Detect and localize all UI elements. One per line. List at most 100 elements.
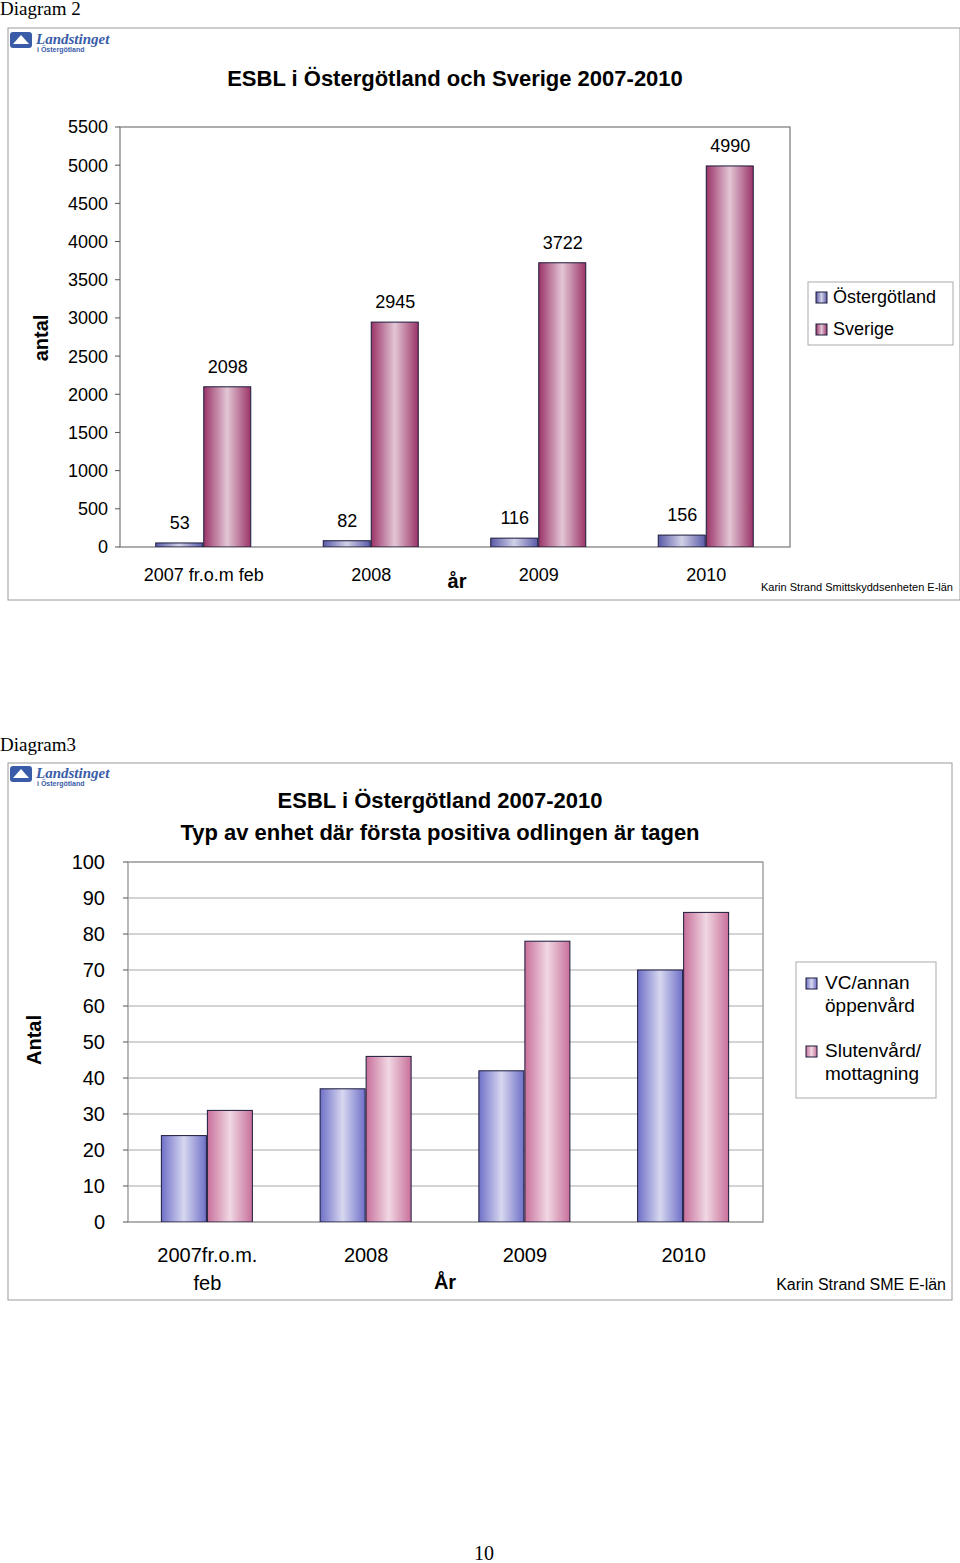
tick-mark xyxy=(123,862,128,863)
bar xyxy=(371,322,418,547)
title: ESBL i Östergötland och Sverige 2007-201… xyxy=(227,66,683,91)
tick-mark xyxy=(115,241,120,242)
source-note: Karin Strand SME E-län xyxy=(776,1276,946,1293)
text-line: 2009 xyxy=(519,565,559,585)
tick-mark xyxy=(123,1078,128,1079)
legend-box xyxy=(808,282,953,345)
bar xyxy=(638,970,683,1222)
y-tick-label: 20 xyxy=(83,1139,105,1161)
y-tick-label: 40 xyxy=(83,1067,105,1089)
y-axis-title: Antal xyxy=(23,1015,45,1065)
data-label: 82 xyxy=(337,511,357,531)
x-axis-title: År xyxy=(434,1270,456,1293)
y-tick-label: 0 xyxy=(98,537,108,557)
tick-mark xyxy=(123,934,128,935)
text-line: mottagning xyxy=(825,1063,919,1084)
bar xyxy=(156,543,203,547)
y-tick-label: 80 xyxy=(83,923,105,945)
text-line: Slutenvård/ xyxy=(825,1040,922,1061)
legend-label: Slutenvård/mottagning xyxy=(825,1040,922,1084)
logo-emblem-mark xyxy=(13,35,29,44)
caption: Diagram3 xyxy=(0,734,76,755)
legend-swatch xyxy=(806,1046,817,1057)
caption: Diagram 2 xyxy=(0,0,81,19)
y-tick-label: 90 xyxy=(83,887,105,909)
x-tick-label: 2010 xyxy=(686,565,726,585)
bars xyxy=(156,166,754,547)
data-labels: 53209882294511637221564990 xyxy=(170,136,751,533)
y-tick-label: 50 xyxy=(83,1031,105,1053)
title: ESBL i Östergötland 2007-2010 xyxy=(278,788,603,813)
y-tick-label: 1500 xyxy=(68,423,108,443)
logo-emblem xyxy=(10,32,32,48)
grid-line xyxy=(128,934,763,935)
text-line: VC/annan xyxy=(825,972,910,993)
tick-mark xyxy=(115,432,120,433)
tick-mark xyxy=(115,279,120,280)
bar xyxy=(204,387,251,547)
y-tick-label: 3000 xyxy=(68,308,108,328)
chart: Diagram3 Landstingeti Östergötland ESBL i … xyxy=(0,734,952,1300)
logo-text: Landstinget xyxy=(35,765,110,781)
page: Diagram 2 Landstingeti Östergötland ESBL i… xyxy=(0,0,960,1563)
tick-mark xyxy=(115,317,120,318)
legend-label: Östergötland xyxy=(833,287,936,307)
x-tick-label: 2009 xyxy=(519,565,559,585)
chart: Diagram 2 Landstingeti Östergötland ESBL i… xyxy=(0,0,960,600)
logo-subtext: i Östergötland xyxy=(37,779,84,788)
bar xyxy=(479,1071,524,1222)
grid-line xyxy=(128,898,763,899)
logo-emblem-mark xyxy=(13,769,29,778)
bar xyxy=(320,1089,365,1222)
legend-swatch xyxy=(806,978,817,989)
data-label: 116 xyxy=(500,508,529,528)
tick-mark xyxy=(115,547,120,548)
tick-mark xyxy=(115,203,120,204)
y-tick-label: 0 xyxy=(94,1211,105,1233)
y-tick-label: 5000 xyxy=(68,156,108,176)
tick-mark xyxy=(123,1222,128,1223)
legend-box xyxy=(796,962,936,1098)
y-tick-label: 10 xyxy=(83,1175,105,1197)
logo: Landstingeti Östergötland xyxy=(10,765,110,788)
tick-mark xyxy=(115,394,120,395)
legend-swatch xyxy=(816,324,827,335)
grid-line xyxy=(128,862,763,863)
legend-label: Sverige xyxy=(833,319,894,339)
legend: Östergötland Sverige xyxy=(808,282,953,345)
text-line: 2008 xyxy=(351,565,391,585)
y-tick-label: 2500 xyxy=(68,347,108,367)
text-line: Östergötland xyxy=(833,287,936,307)
x-axis-title: år xyxy=(448,570,467,592)
tick-mark xyxy=(123,1186,128,1187)
source-note: Karin Strand Smittskyddsenheten E-län xyxy=(761,581,953,593)
x-tick-label: 2007 fr.o.m feb xyxy=(144,565,264,585)
page-number: 10 xyxy=(474,1542,494,1563)
text-line: 2010 xyxy=(661,1244,706,1266)
logo: Landstingeti Östergötland xyxy=(10,31,110,54)
y-tick-label: 2000 xyxy=(68,385,108,405)
chart-frame xyxy=(8,28,960,600)
plot-area xyxy=(120,127,790,547)
bar xyxy=(658,535,705,547)
y-tick-label: 5500 xyxy=(68,117,108,137)
text-line: 2008 xyxy=(344,1244,389,1266)
data-label: 3722 xyxy=(543,233,583,253)
data-label: 4990 xyxy=(710,136,750,156)
x-tick-label: 2008 xyxy=(344,1244,389,1266)
text-line: 2007fr.o.m. xyxy=(157,1244,257,1266)
logo-emblem xyxy=(10,766,32,782)
bar xyxy=(161,1136,206,1222)
bar xyxy=(706,166,753,547)
bar xyxy=(207,1110,252,1222)
tick-mark xyxy=(123,970,128,971)
legend: VC/annanöppenvårdSlutenvård/mottagning xyxy=(796,962,936,1098)
tick-mark xyxy=(115,356,120,357)
x-tick-label: 2009 xyxy=(503,1244,548,1266)
data-label: 156 xyxy=(667,505,697,525)
x-tick-label: 2010 xyxy=(661,1244,706,1266)
y-tick-label: 500 xyxy=(78,499,108,519)
tick-mark xyxy=(123,898,128,899)
legend-swatch xyxy=(816,292,827,303)
bar xyxy=(539,263,586,547)
